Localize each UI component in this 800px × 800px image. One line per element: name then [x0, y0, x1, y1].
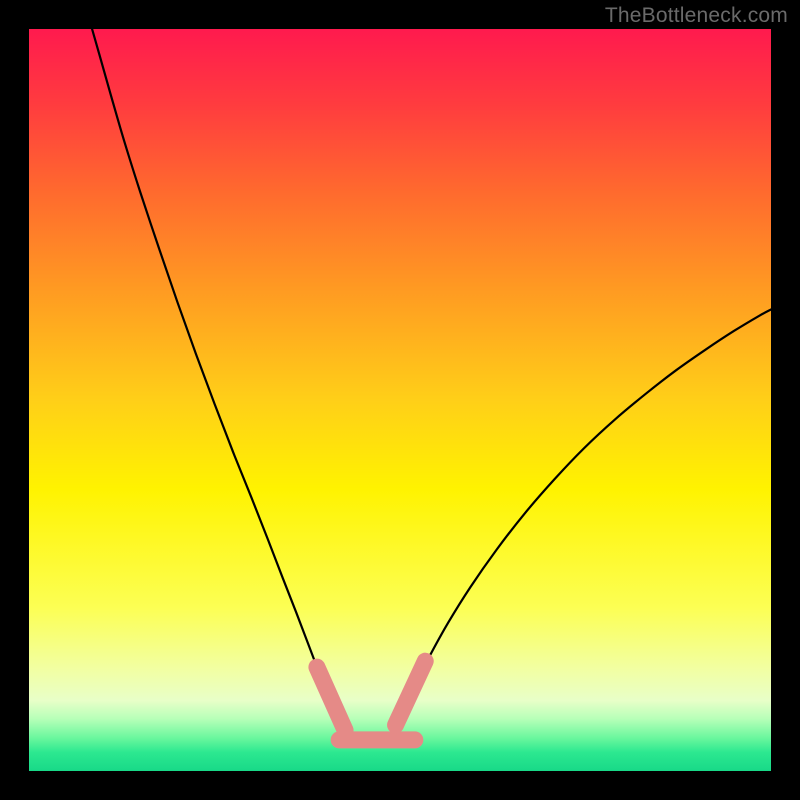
gradient-background [29, 29, 771, 771]
plot-area [29, 29, 771, 771]
bottleneck-chart [0, 0, 800, 800]
watermark-text: TheBottleneck.com [605, 4, 788, 28]
